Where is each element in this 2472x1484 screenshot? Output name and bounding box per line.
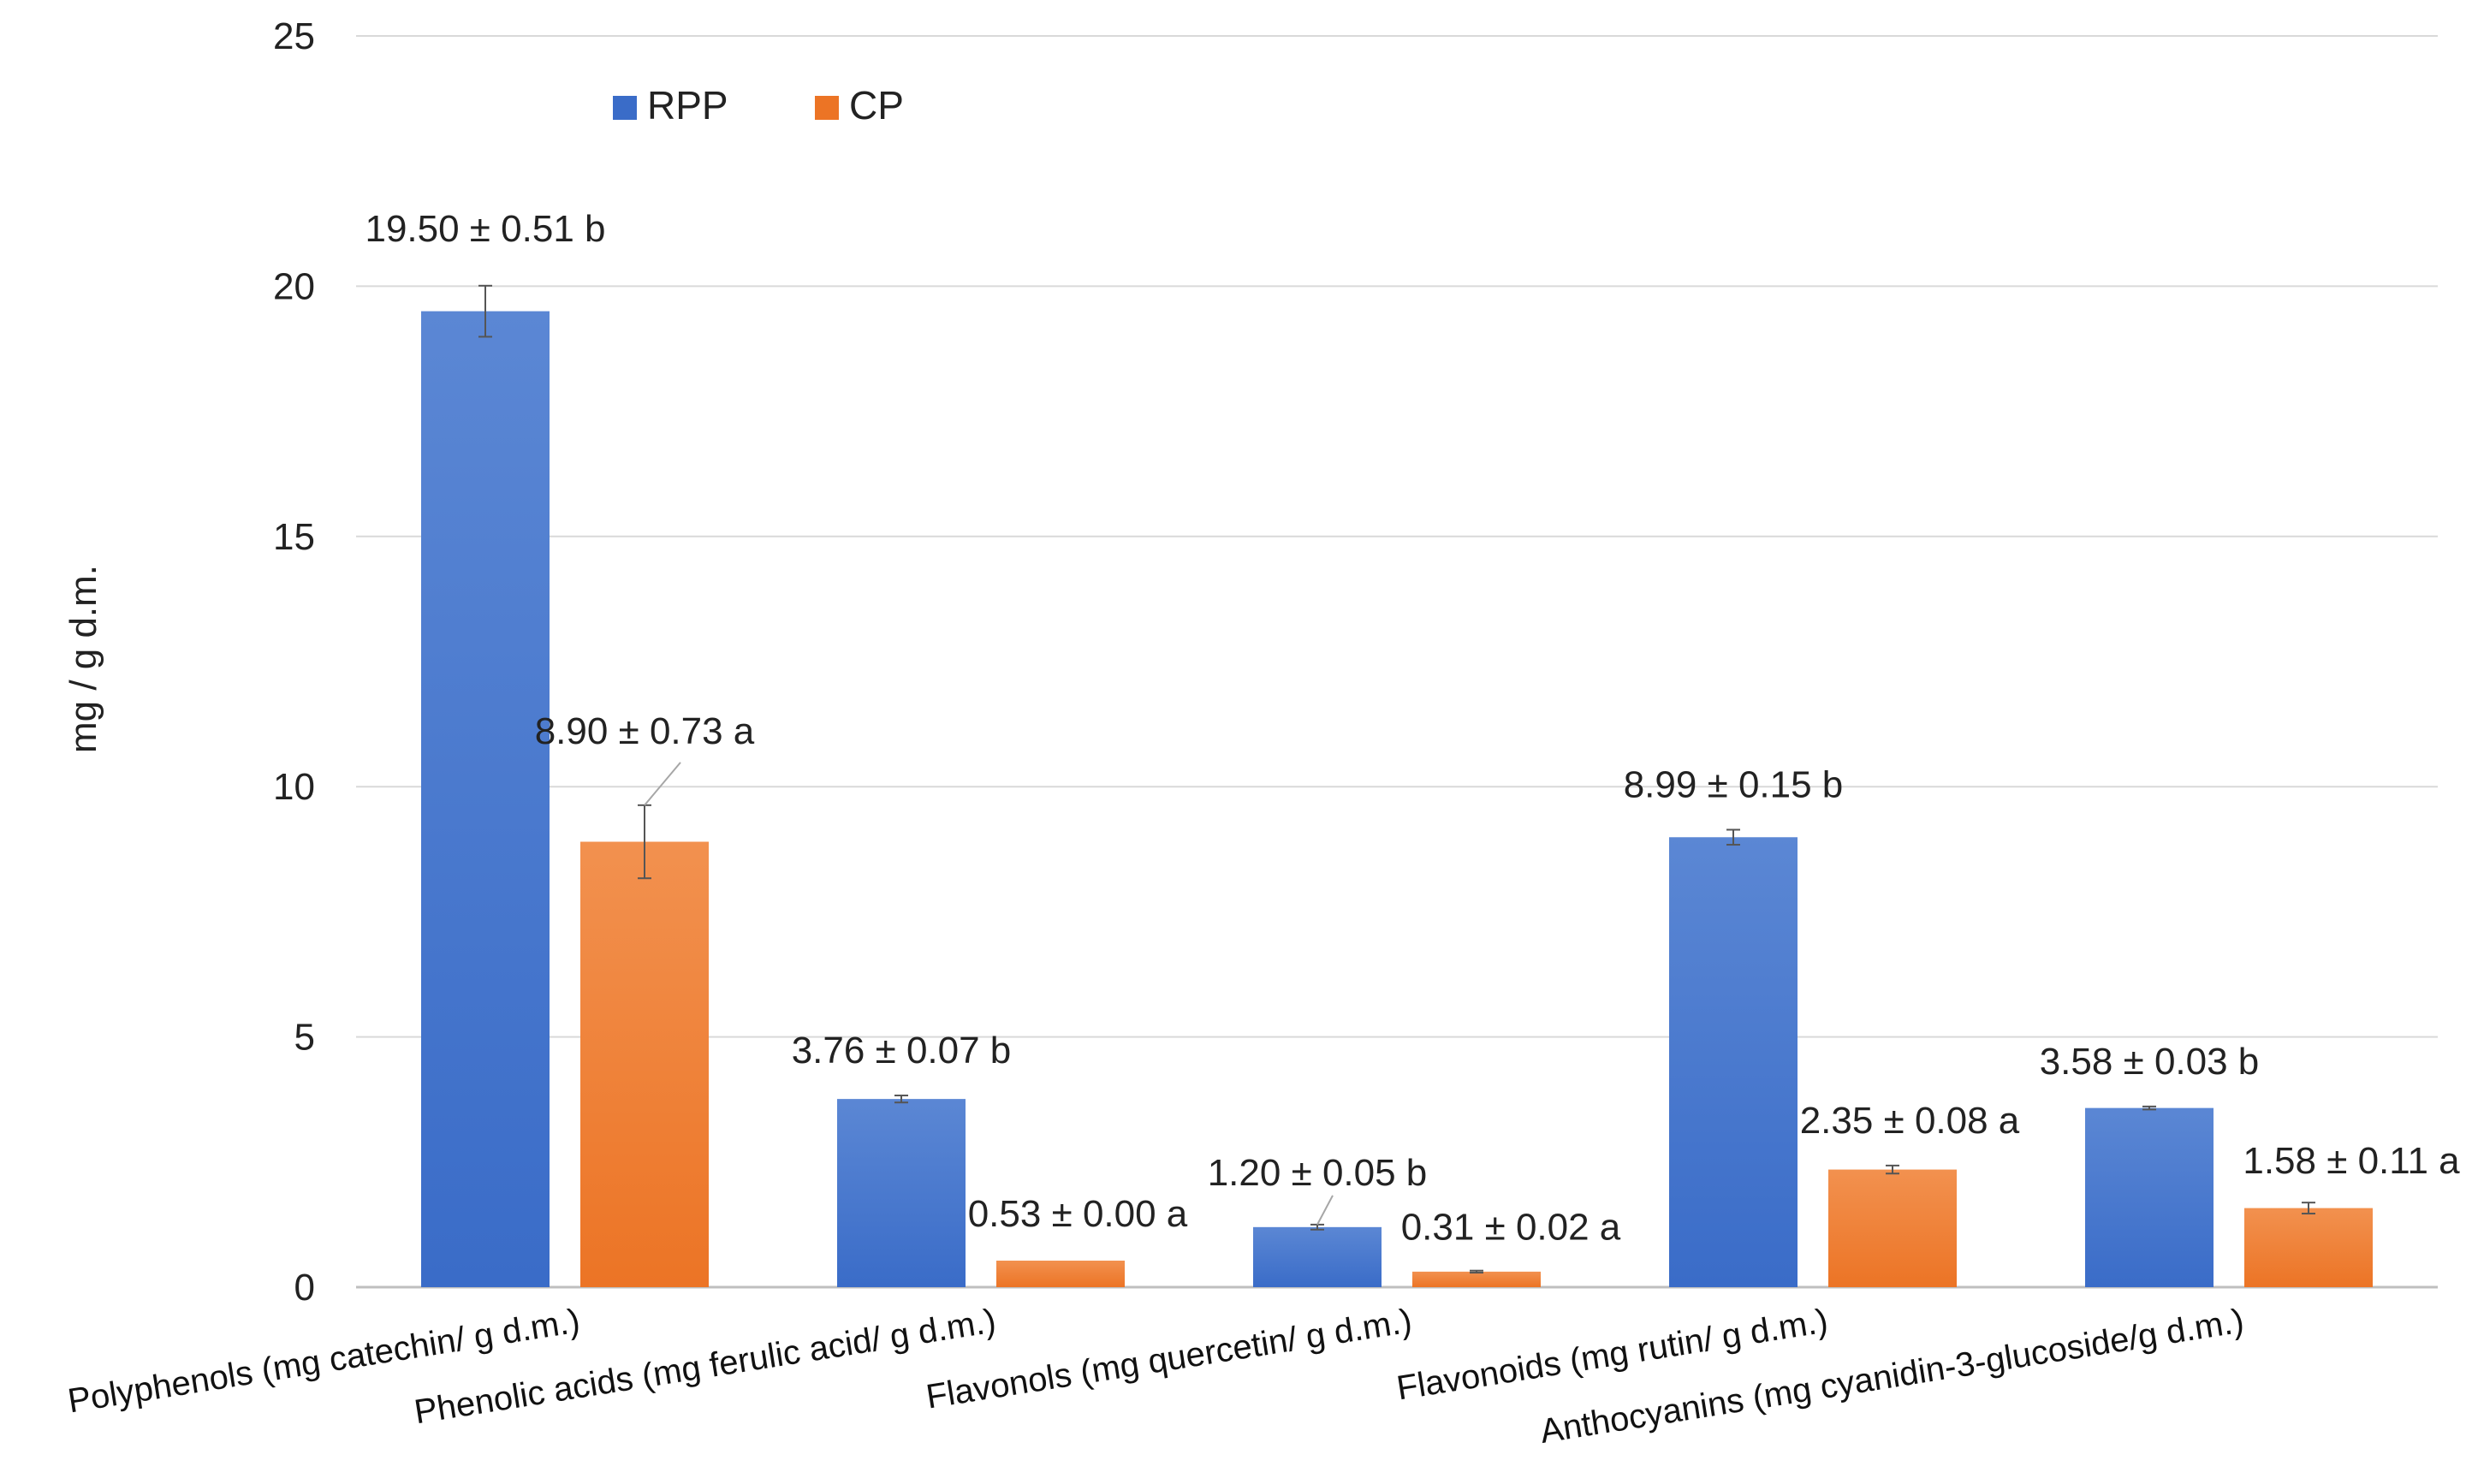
y-tick-label: 0	[294, 1267, 315, 1309]
y-tick-label: 10	[273, 766, 315, 808]
error-bar-rpp-5	[2142, 1105, 2156, 1111]
x-axis-category-labels: Polyphenols (mg catechin/ g d.m.)Phenoli…	[65, 1302, 2246, 1451]
legend-swatch-rpp	[613, 96, 637, 120]
error-bar-rpp-1	[478, 284, 492, 338]
data-label-cp-5: 1.58 ± 0.11 a	[2243, 1140, 2460, 1182]
y-tick-label: 25	[273, 15, 315, 57]
label-leader-line	[1316, 1195, 1334, 1226]
data-label-rpp-5: 3.58 ± 0.03 b	[2040, 1041, 2260, 1083]
error-bar-cp-5	[2302, 1202, 2315, 1215]
data-label-rpp-2: 3.76 ± 0.07 b	[792, 1030, 1012, 1071]
bar-rpp-5	[2085, 1107, 2214, 1287]
y-tick-label: 15	[273, 516, 315, 558]
data-labels: 19.50 ± 0.51 b 8.90 ± 0.73 a 3.76 ± 0.07 b…	[365, 208, 2460, 1249]
error-bar-rpp-2	[894, 1095, 908, 1104]
label-leader-line	[644, 762, 681, 806]
legend-swatch-cp	[815, 96, 839, 120]
data-label-cp-1: 8.90 ± 0.73 a	[535, 710, 755, 752]
y-tick-label: 5	[294, 1017, 315, 1059]
bar-rpp-2	[837, 1099, 966, 1287]
bar-cp-2	[996, 1261, 1125, 1287]
bar-cp-3	[1412, 1271, 1541, 1287]
data-label-cp-4: 2.35 ± 0.08 a	[1800, 1100, 2020, 1142]
bar-rpp-3	[1253, 1226, 1382, 1287]
error-bar-cp-3	[1470, 1269, 1483, 1274]
bar-cp-5	[2244, 1208, 2373, 1287]
data-label-rpp-3: 1.20 ± 0.05 b	[1208, 1152, 1428, 1194]
data-label-cp-3: 0.31 ± 0.02 a	[1401, 1207, 1621, 1249]
legend: RPP CP	[613, 83, 904, 128]
x-category-label-3: Flavonols (mg quercetin/ g d.m.)	[924, 1302, 1414, 1416]
data-label-cp-2: 0.53 ± 0.00 a	[968, 1193, 1188, 1235]
y-axis-ticks: 0 5 10 15 20 25	[273, 15, 315, 1309]
legend-label-cp: CP	[849, 83, 904, 128]
bars	[421, 311, 2373, 1287]
error-bars	[478, 284, 2315, 1274]
data-label-rpp-1: 19.50 ± 0.51 b	[365, 208, 605, 250]
bar-cp-4	[1828, 1169, 1957, 1287]
x-category-label-5: Anthocyanins (mg cyanidin-3-glucoside/g …	[1537, 1302, 2246, 1451]
y-axis-title: mg / g d.m.	[62, 565, 104, 753]
error-bar-cp-4	[1886, 1164, 1899, 1175]
bar-rpp-4	[1669, 837, 1798, 1287]
bar-cp-1	[580, 841, 709, 1287]
error-bar-rpp-4	[1726, 828, 1740, 846]
bar-rpp-1	[421, 311, 550, 1287]
data-label-rpp-4: 8.99 ± 0.15 b	[1624, 763, 1844, 805]
legend-label-rpp: RPP	[647, 83, 728, 128]
y-tick-label: 20	[273, 265, 315, 307]
